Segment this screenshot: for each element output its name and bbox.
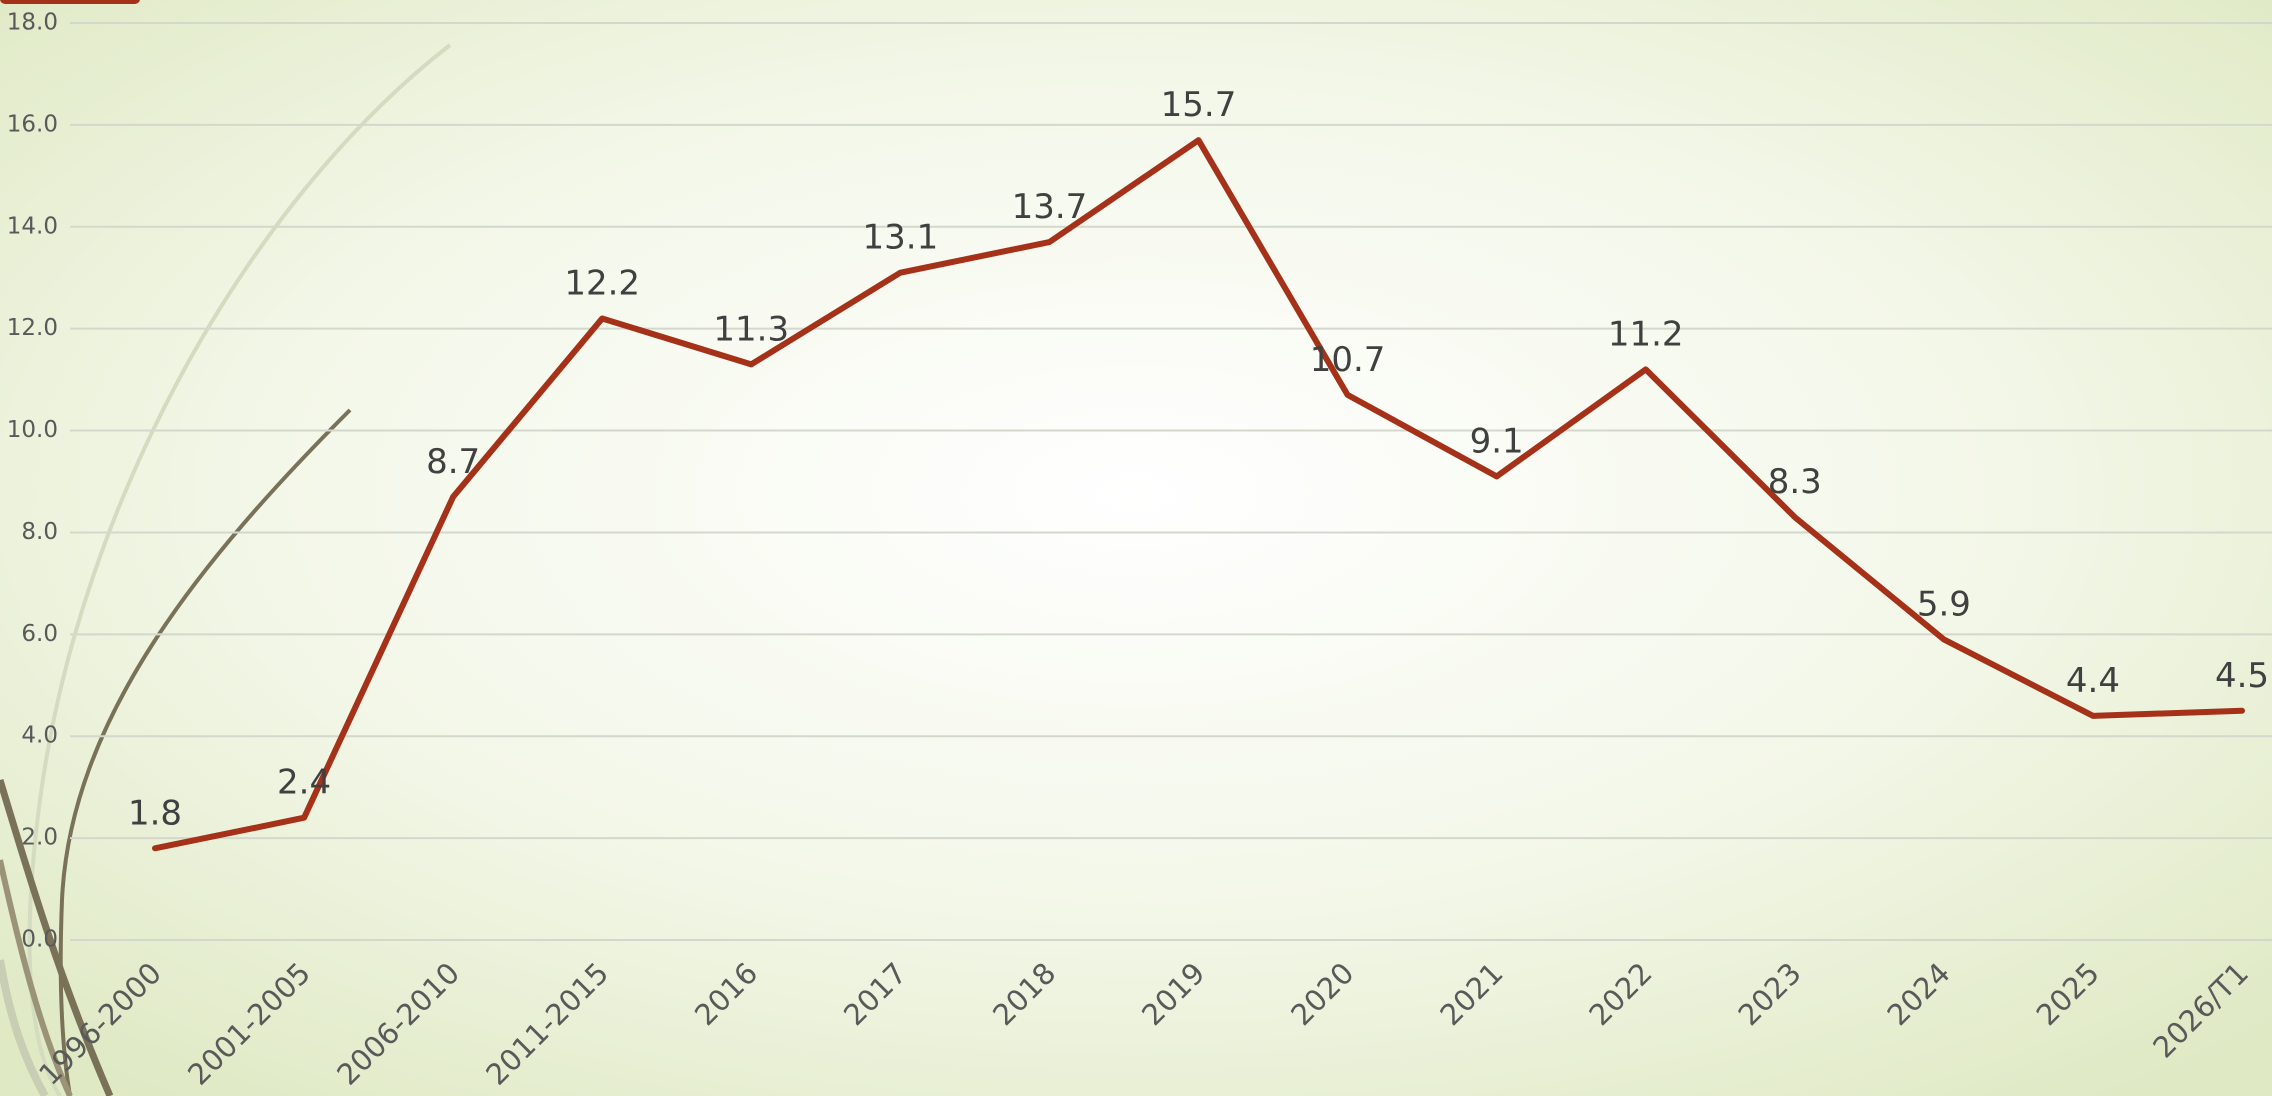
y-tick-label: 4.0 (21, 723, 58, 749)
data-label: 11.2 (1608, 314, 1684, 354)
data-label: 4.4 (2066, 661, 2120, 701)
data-label: 12.2 (564, 263, 640, 303)
data-label: 11.3 (713, 309, 789, 349)
y-tick-label: 16.0 (7, 111, 58, 137)
y-tick-label: 0.0 (21, 927, 58, 953)
y-tick-label: 14.0 (7, 213, 58, 239)
data-label: 13.1 (863, 218, 939, 258)
data-label: 9.1 (1470, 421, 1524, 461)
data-label: 13.7 (1012, 187, 1088, 227)
decoration (0, 0, 452, 1096)
y-tick-label: 12.0 (7, 315, 58, 341)
y-tick-label: 2.0 (21, 825, 58, 851)
data-label: 4.5 (2215, 656, 2269, 696)
data-label: 5.9 (1917, 584, 1971, 624)
data-label: 2.4 (277, 763, 331, 803)
data-label: 1.8 (128, 793, 182, 833)
y-tick-label: 6.0 (21, 621, 58, 647)
data-line (152, 137, 2245, 852)
data-label: 10.7 (1310, 340, 1386, 380)
y-tick-label: 8.0 (21, 519, 58, 545)
data-label: 8.3 (1768, 462, 1822, 502)
y-tick-label: 18.0 (7, 10, 58, 36)
y-tick-label: 10.0 (7, 417, 58, 443)
data-label: 8.7 (426, 442, 480, 482)
data-label: 15.7 (1161, 85, 1237, 125)
